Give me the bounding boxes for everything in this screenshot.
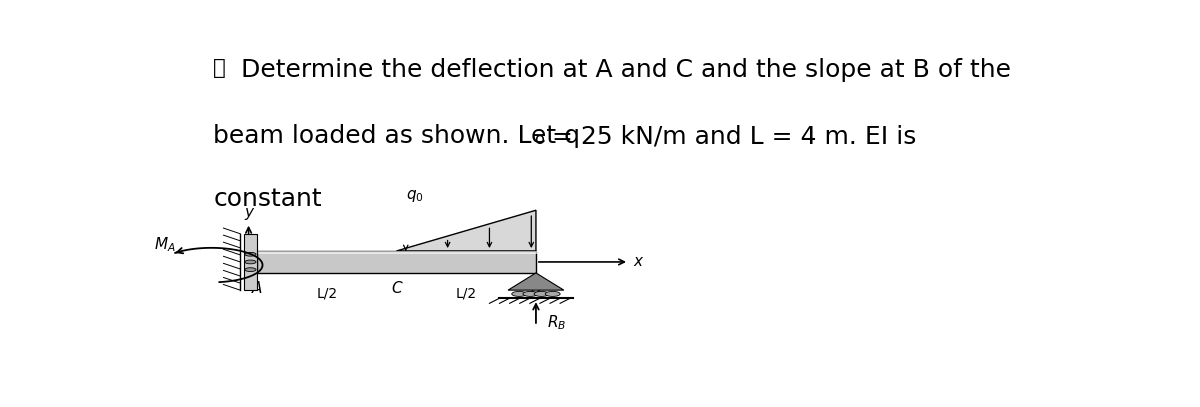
Text: o: o: [534, 132, 545, 147]
Text: A: A: [252, 281, 262, 296]
Text: $M_A$: $M_A$: [154, 235, 175, 254]
Circle shape: [245, 268, 256, 271]
Text: $q_0$: $q_0$: [406, 188, 424, 204]
Bar: [244, 234, 257, 290]
Circle shape: [245, 260, 256, 264]
Circle shape: [534, 291, 548, 296]
Circle shape: [523, 291, 538, 296]
Text: B: B: [530, 281, 541, 296]
Text: L/2: L/2: [316, 286, 337, 300]
Text: Determine the deflection at A and C and the slope at B of the: Determine the deflection at A and C and …: [241, 58, 1012, 82]
Text: constant: constant: [214, 187, 322, 211]
Text: C: C: [391, 281, 402, 296]
Polygon shape: [508, 273, 564, 290]
Text: y: y: [244, 205, 253, 220]
Text: = 25 kN/m and L = 4 m. EI is: = 25 kN/m and L = 4 m. EI is: [545, 124, 917, 148]
Circle shape: [245, 252, 256, 256]
Text: beam loaded as shown. Let q: beam loaded as shown. Let q: [214, 124, 581, 148]
Circle shape: [545, 291, 560, 296]
Polygon shape: [396, 210, 536, 251]
Text: 📖: 📖: [214, 58, 226, 78]
Text: $R_B$: $R_B$: [547, 313, 566, 332]
Bar: [257, 251, 536, 273]
Text: L/2: L/2: [456, 286, 476, 300]
Circle shape: [511, 291, 527, 296]
Text: x: x: [634, 254, 643, 269]
